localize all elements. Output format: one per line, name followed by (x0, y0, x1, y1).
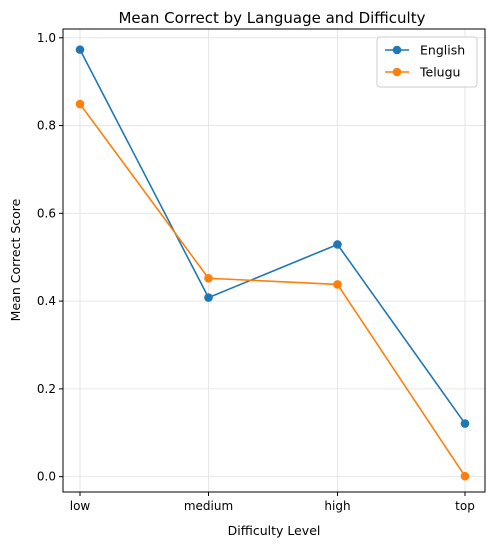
series-line-english (79, 49, 466, 425)
y-tick-label: 0.2 (37, 382, 56, 396)
data-point-telugu (75, 99, 85, 109)
x-tick-label: high (324, 499, 350, 513)
y-tick-label: 0.8 (37, 119, 56, 133)
data-point-english (75, 45, 85, 54)
y-axis-label: Mean Correct Score (8, 198, 23, 321)
x-tick-label: medium (184, 499, 233, 513)
data-point-english (460, 419, 470, 428)
x-tick-label: top (455, 499, 475, 513)
x-axis-label: Difficulty Level (228, 523, 321, 538)
chart-title: Mean Correct by Language and Difficulty (118, 9, 425, 27)
legend-label: Telugu (419, 65, 460, 80)
legend: English Telugu (376, 36, 478, 88)
legend-label: English (420, 43, 465, 58)
data-point-telugu (333, 280, 342, 289)
y-tick-label: 0.0 (37, 470, 56, 484)
data-point-telugu (460, 471, 470, 481)
y-tick-label: 0.4 (37, 294, 56, 308)
y-tick-label: 0.6 (37, 206, 56, 220)
plot-area-frame (62, 28, 486, 493)
legend-swatch-marker (392, 45, 402, 55)
data-point-telugu (204, 273, 213, 283)
legend-swatch-marker (392, 67, 402, 77)
y-tick-label: 1.0 (37, 31, 56, 45)
data-point-english (333, 240, 342, 249)
series (75, 45, 470, 481)
series-line-telugu (79, 103, 466, 477)
grid (63, 29, 485, 492)
data-point-english (204, 293, 213, 302)
ticks: low medium high top 0.0 0.2 0.4 0.6 0.8 1.0 (37, 31, 475, 513)
x-tick-label: low (70, 499, 91, 513)
